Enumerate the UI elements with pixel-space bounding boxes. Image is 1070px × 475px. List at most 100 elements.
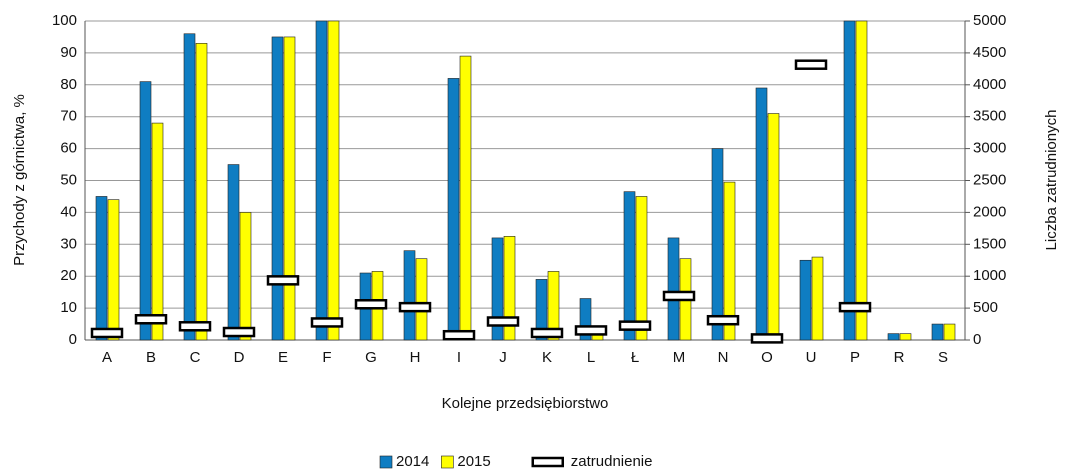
x-tick-label: H xyxy=(410,349,421,366)
bar xyxy=(943,323,956,341)
x-tick-label: F xyxy=(322,349,331,366)
bar xyxy=(887,333,900,341)
bar xyxy=(635,196,648,341)
marker xyxy=(134,314,168,325)
marker xyxy=(486,316,520,327)
bar xyxy=(195,43,208,341)
marker xyxy=(750,333,784,344)
legend-swatch xyxy=(441,455,454,469)
x-axis-title: Kolejne przedsiębiorstwo xyxy=(442,395,609,412)
marker xyxy=(706,314,740,326)
x-tick-label: K xyxy=(542,349,552,366)
x-tick-label: M xyxy=(673,349,686,366)
x-tick-label: J xyxy=(499,349,507,366)
bar xyxy=(271,36,284,341)
bar xyxy=(547,271,560,341)
legend-swatch xyxy=(379,455,393,469)
y-tick-label: 10 xyxy=(60,299,77,316)
bar xyxy=(283,36,296,341)
y-tick-label: 100 xyxy=(52,12,77,29)
x-tick-label: L xyxy=(587,349,595,366)
y2-tick-label: 3000 xyxy=(973,140,1006,157)
marker xyxy=(794,59,828,70)
y2-tick-label: 5000 xyxy=(973,12,1006,29)
bar xyxy=(139,81,152,341)
bar xyxy=(767,113,780,341)
legend-label: zatrudnienie xyxy=(571,453,653,470)
y2-tick-label: 4000 xyxy=(973,76,1006,93)
y2-tick-label: 2500 xyxy=(973,171,1006,188)
bar xyxy=(843,20,856,341)
marker xyxy=(178,321,212,332)
marker xyxy=(266,275,300,286)
bar xyxy=(755,87,768,341)
bar xyxy=(447,78,460,341)
y2-tick-label: 1500 xyxy=(973,235,1006,252)
bar xyxy=(107,199,120,341)
y-tick-label: 70 xyxy=(60,108,77,125)
y-axis-title: Przychody z górnictwa, % xyxy=(11,94,28,266)
x-tick-label: N xyxy=(718,349,729,366)
bar xyxy=(623,191,636,341)
bar xyxy=(415,258,428,341)
marker xyxy=(574,325,608,336)
bar xyxy=(183,33,196,341)
bar xyxy=(931,323,944,341)
bar xyxy=(239,212,252,341)
marker xyxy=(530,327,564,339)
x-tick-label: P xyxy=(850,349,860,366)
marker xyxy=(310,317,344,328)
x-tick-label: Ł xyxy=(631,349,639,366)
bar xyxy=(899,333,912,341)
y-tick-label: 30 xyxy=(60,235,77,252)
marker xyxy=(838,301,872,313)
x-tick-label: S xyxy=(938,349,948,366)
y-tick-label: 40 xyxy=(60,203,77,220)
bar xyxy=(799,259,812,341)
marker xyxy=(618,320,652,331)
legend-label: 2014 xyxy=(396,453,429,470)
bar xyxy=(855,20,868,341)
x-tick-label: O xyxy=(761,349,773,366)
x-tick-label: A xyxy=(102,349,112,366)
y2-tick-label: 4500 xyxy=(973,44,1006,61)
x-tick-label: E xyxy=(278,349,288,366)
bar xyxy=(503,236,516,341)
bar xyxy=(711,148,724,341)
x-tick-label: B xyxy=(146,349,156,366)
bar xyxy=(459,55,472,341)
x-tick-label: C xyxy=(190,349,201,366)
bar xyxy=(95,196,108,341)
y2-tick-label: 3500 xyxy=(973,108,1006,125)
bar xyxy=(327,20,340,341)
bar xyxy=(579,298,592,341)
marker xyxy=(222,326,256,338)
y-tick-label: 50 xyxy=(60,171,77,188)
bar xyxy=(227,164,240,341)
y-tick-label: 80 xyxy=(60,76,77,93)
marker xyxy=(354,299,388,310)
bar xyxy=(667,237,680,341)
bar xyxy=(151,122,164,341)
x-tick-label: G xyxy=(365,349,377,366)
x-tick-label: I xyxy=(457,349,461,366)
marker xyxy=(662,290,696,302)
bar xyxy=(315,20,328,341)
marker xyxy=(398,301,432,313)
bar xyxy=(535,279,548,341)
marker xyxy=(90,327,124,339)
y2-tick-label: 2000 xyxy=(973,203,1006,220)
legend-label: 2015 xyxy=(457,453,490,470)
y-tick-label: 20 xyxy=(60,267,77,284)
x-tick-label: D xyxy=(234,349,245,366)
y-tick-label: 0 xyxy=(69,331,77,348)
y2-tick-label: 500 xyxy=(973,299,998,316)
y-tick-label: 90 xyxy=(60,44,77,61)
marker xyxy=(442,329,476,341)
x-tick-label: U xyxy=(806,349,817,366)
y2-tick-label: 1000 xyxy=(973,267,1006,284)
y2-axis-title: Liczba zatrudnionych xyxy=(1043,110,1060,251)
bar xyxy=(811,256,824,341)
x-tick-label: R xyxy=(894,349,905,366)
